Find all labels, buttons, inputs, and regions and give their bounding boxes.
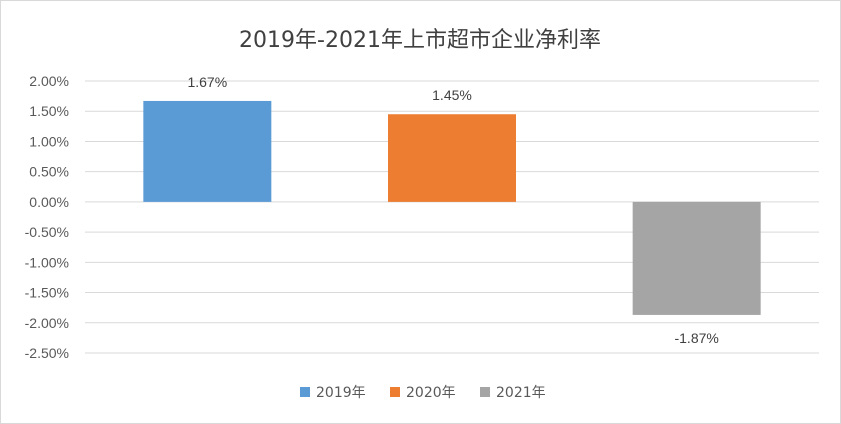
data-label: -1.87% — [674, 330, 718, 346]
bar-2019年 — [143, 100, 272, 202]
y-tick-label: -2.50% — [25, 345, 69, 361]
y-axis-ticks: 2.00% 1.50% 1.00% 0.50% 0.00% -0.50% -1.00% -1.… — [25, 73, 69, 361]
y-tick-label: 0.00% — [29, 194, 69, 210]
bar-2020年 — [388, 114, 516, 202]
bar-2021年 — [632, 201, 761, 315]
y-tick-label: 1.50% — [29, 103, 69, 119]
y-tick-label: -1.00% — [25, 254, 69, 270]
y-tick-label: 0.50% — [29, 164, 69, 180]
y-tick-label: -1.50% — [25, 285, 69, 301]
y-tick-label: 2.00% — [29, 73, 69, 89]
legend-swatch — [300, 387, 310, 397]
legend: 2019年 2020年 2021年 — [300, 385, 546, 401]
y-tick-label: 1.00% — [29, 133, 69, 149]
y-tick-label: -2.00% — [25, 315, 69, 331]
legend-label: 2019年 — [316, 385, 366, 401]
legend-label: 2021年 — [496, 385, 546, 401]
legend-swatch — [480, 387, 490, 397]
data-label: 1.67% — [187, 74, 227, 90]
data-labels: 1.67% 1.45% -1.87% — [187, 74, 718, 346]
data-label: 1.45% — [432, 87, 472, 103]
legend-swatch — [390, 387, 400, 397]
y-tick-label: -0.50% — [25, 224, 69, 240]
chart-title: 2019年-2021年上市超市企业净利率 — [239, 28, 601, 53]
bars — [143, 100, 761, 315]
legend-label: 2020年 — [406, 385, 456, 401]
